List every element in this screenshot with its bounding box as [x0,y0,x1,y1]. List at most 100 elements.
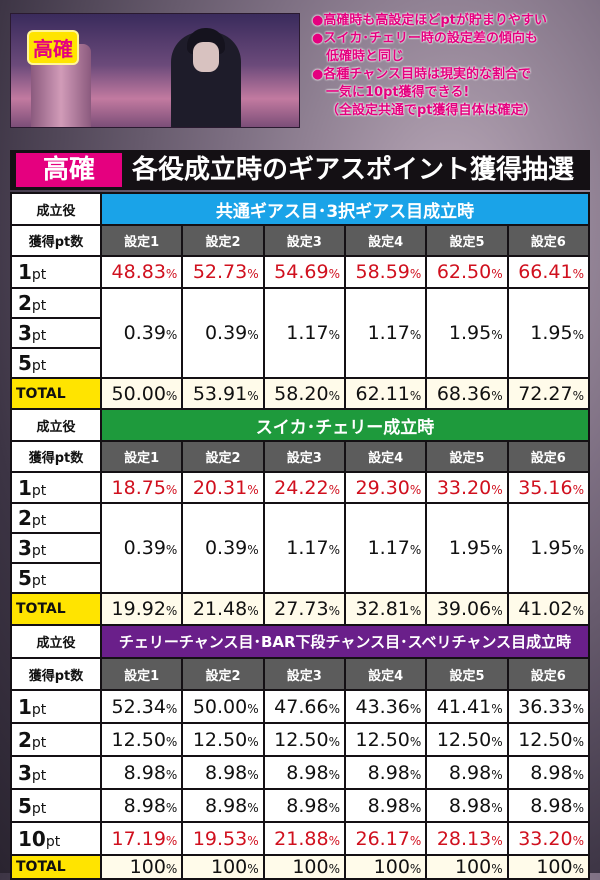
percent-sign: % [328,833,340,848]
total-cell: 62.11% [345,379,426,409]
value-cell: 8.98% [102,757,182,788]
pt-unit: pt [31,734,47,751]
merged-value-cell: 0.39% [183,504,263,592]
percent-sign: % [572,604,584,618]
percent-sign: % [572,833,584,848]
total-cell: 68.36% [427,379,507,409]
percent-sign: % [247,734,259,749]
settings-row: 獲得pt数 設定1 設定2 設定3 設定4 設定5 設定6 [12,226,588,255]
value-cell: 43.36% [345,691,426,722]
pt-unit: pt [31,543,47,559]
percent-sign: % [328,328,340,342]
percent-sign: % [409,543,422,557]
setting-header: 設定6 [508,659,588,689]
percent-sign: % [247,267,259,281]
total-cell: 100% [427,856,507,878]
percent-sign: % [491,767,503,782]
value-cell: 29.30% [345,473,426,502]
setting-header: 設定1 [102,226,182,255]
section-header-row: 成立役 共通ギアス目･3択ギアス目成立時 [12,194,588,224]
value-cell: 8.98% [183,757,263,788]
total-cell: 21.48% [183,594,263,624]
note: （全設定共通でpt獲得自体は確定） [326,103,537,118]
value-cell: 33.20% [508,823,588,854]
setting-header: 設定2 [183,659,263,689]
value-cell: 54.69% [264,257,344,287]
value-cell: 8.98% [345,790,426,821]
percent-sign: % [572,734,584,749]
percent-sign: % [491,800,503,815]
percent-sign: % [165,862,178,876]
total-cell: 27.73% [264,594,344,624]
percent-sign: % [247,767,259,782]
role-label: 成立役 [12,194,100,224]
value-cell: 12.50% [345,724,426,755]
value-cell: 19.53% [183,823,263,854]
value-cell: 48.83% [102,257,182,287]
percent-sign: % [165,800,178,815]
total-cell: 53.91% [183,379,263,409]
section-header: スイカ･チェリー成立時 [102,410,588,440]
title-bar: 高確 各役成立時のギアスポイント獲得抽選 [10,150,590,190]
percent-sign: % [247,701,259,716]
merged-value-cell: 0.39% [102,289,182,377]
merged-value-cell: 1.17% [264,504,344,592]
value-cell: 8.98% [508,757,588,788]
percent-sign: % [328,389,340,403]
setting-header: 設定4 [345,226,426,255]
hero-image: 高確 [10,13,300,128]
note: ●各種チャンス目時は現実的な割合で [312,67,531,82]
total-cell: 100% [508,856,588,878]
value-cell: 8.98% [183,790,263,821]
percent-sign: % [328,800,340,815]
value-cell: 8.98% [102,790,182,821]
pt-unit: pt [31,358,47,374]
pt-label: 1pt [12,473,100,502]
section-header-row: 成立役 スイカ･チェリー成立時 [12,410,588,440]
pt-unit: pt [31,267,47,283]
value-cell: 12.50% [427,724,507,755]
value-cell: 24.22% [264,473,344,502]
pt-label: 5pt [12,790,100,821]
setting-header: 設定4 [345,659,426,689]
setting-header: 設定5 [427,442,507,471]
merged-value-cell: 1.95% [427,504,507,592]
percent-sign: % [165,701,178,716]
pt-unit: pt [31,298,47,314]
percent-sign: % [165,543,178,557]
value-cell: 20.31% [183,473,263,502]
value-cell: 12.50% [102,724,182,755]
pt-label: 2pt [12,724,100,755]
value-cell: 8.98% [427,757,507,788]
pt-unit: pt [31,482,47,499]
setting-header: 設定2 [183,442,263,471]
value-cell: 36.33% [508,691,588,722]
setting-header: 設定4 [345,442,426,471]
setting-header: 設定6 [508,226,588,255]
pt-label: 10pt [12,823,100,854]
percent-sign: % [328,482,340,497]
percent-sign: % [491,543,503,557]
percent-sign: % [409,734,422,749]
table-row: 3pt [12,319,588,347]
total-cell: 19.92% [102,594,182,624]
note: 一気に10pt獲得できる! [326,85,470,100]
merged-value-cell: 1.17% [345,504,426,592]
percent-sign: % [572,800,584,815]
merged-value-cell: 1.17% [345,289,426,377]
percent-sign: % [328,701,340,716]
percent-sign: % [572,767,584,782]
value-cell: 26.17% [345,823,426,854]
pt-unit: pt [31,800,47,817]
percent-sign: % [247,482,259,497]
value-cell: 12.50% [508,724,588,755]
percent-sign: % [572,862,584,876]
percent-sign: % [328,543,340,557]
percent-sign: % [491,833,503,848]
pt-unit: pt [45,833,61,850]
table-row: 2pt 12.50% 12.50% 12.50% 12.50% 12.50% 12.50% [12,724,588,755]
percent-sign: % [247,833,259,848]
percent-sign: % [165,833,178,848]
scene-badge: 高確 [29,32,77,63]
total-cell: 41.02% [508,594,588,624]
